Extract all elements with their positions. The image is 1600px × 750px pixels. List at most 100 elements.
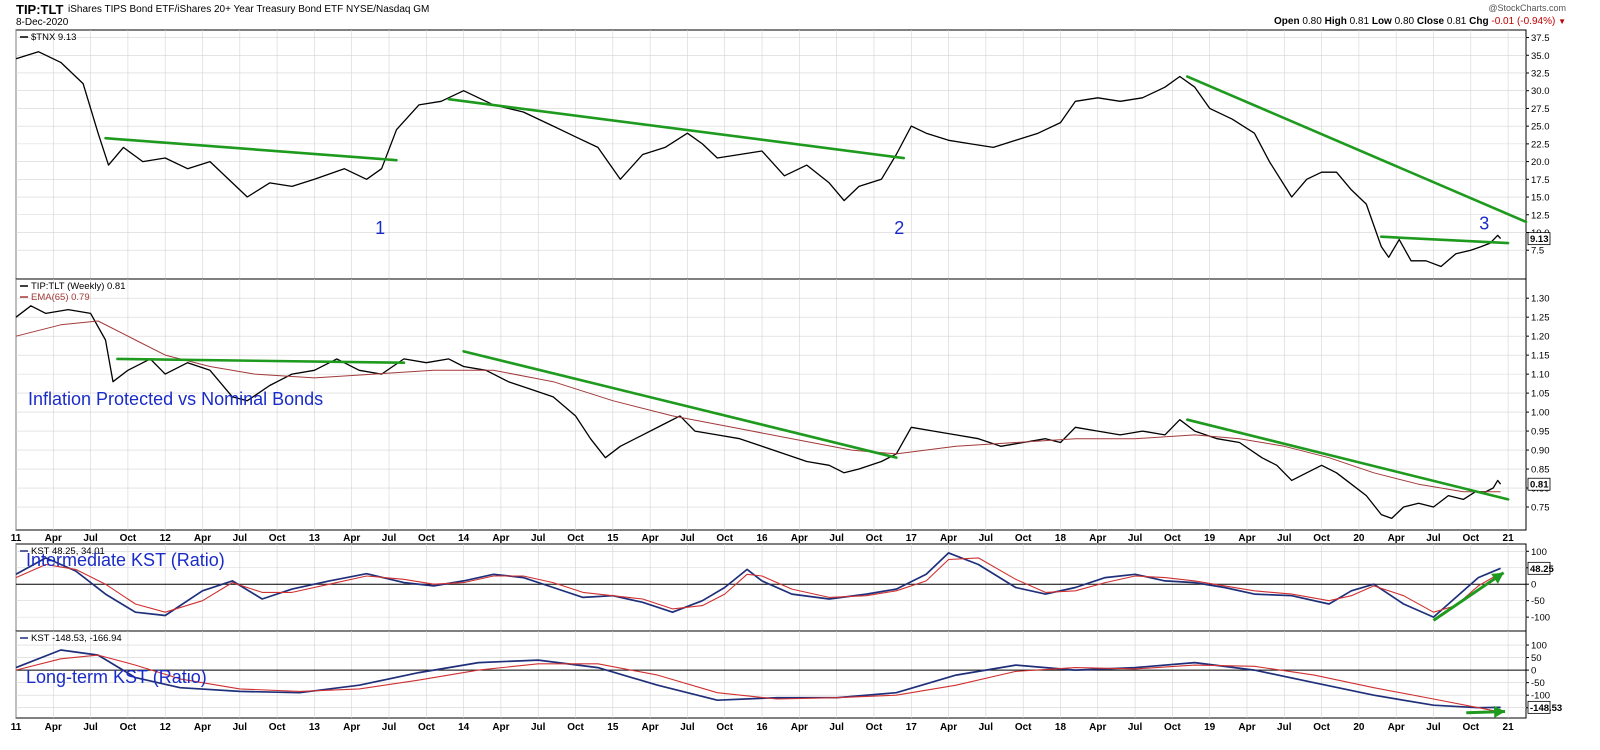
tnx-ytick-label: 37.5 [1531,33,1550,44]
xaxis-bottom-label: Jul [1128,722,1143,733]
ratio-trendline-2 [462,350,898,459]
xaxis-bottom-label: Oct [418,722,435,733]
tnx-trendline-4 [1379,235,1510,245]
symbol-description: iShares TIPS Bond ETF/iShares 20+ Year T… [68,4,430,15]
xaxis-mid-label: Oct [418,533,435,544]
kst-long-annotation: Long-term KST (Ratio) [26,667,207,687]
xaxis-mid-label: Oct [716,533,733,544]
xaxis-bottom-label: Oct [716,722,733,733]
xaxis-mid-label: 21 [1503,533,1515,544]
xaxis-bottom-label: Jul [233,722,248,733]
xaxis-mid-label: Oct [567,533,584,544]
tnx-ytick-label: 15.0 [1531,193,1550,204]
xaxis-bottom-label: Apr [791,722,808,733]
ratio-ytick-label: 1.00 [1531,408,1550,419]
xaxis-bottom-label: Apr [45,722,62,733]
xaxis-mid-label: Apr [492,533,509,544]
xaxis-mid-label: Oct [1164,533,1181,544]
xaxis-bottom-label: Jul [531,722,546,733]
xaxis-mid-label: Jul [1426,533,1441,544]
xaxis-mid-label: Jul [1277,533,1292,544]
xaxis-bottom-label: Apr [194,722,211,733]
xaxis-bottom-label: 12 [160,722,172,733]
kst-intermediate-legend: KST 48.25, 34.01 [31,546,105,557]
open-value: 0.80 [1302,16,1322,27]
watermark: @StockCharts.com [1488,3,1566,13]
kst-intermediate-ytick-label: -50 [1531,596,1545,607]
tnx-last-value-tag [1527,232,1551,246]
xaxis-mid-label: Jul [382,533,397,544]
xaxis-mid-label: Apr [1089,533,1106,544]
xaxis-mid-label: Apr [1388,533,1405,544]
tnx-panel-frame [15,29,1527,280]
kst-long-ytick-label: 0 [1531,666,1536,677]
xaxis-bottom-label: Oct [1462,722,1479,733]
kst-long-series-signal-line [15,654,1501,713]
xaxis-bottom-label: Oct [1015,722,1032,733]
xaxis-mid-label: Oct [1015,533,1032,544]
xaxis-mid-label: Apr [194,533,211,544]
xaxis-bottom-label: 19 [1204,722,1216,733]
ratio-ytick-label: 1.10 [1531,370,1550,381]
xaxis-mid-label: Jul [531,533,546,544]
kst-long-series-kst-line [15,649,1501,709]
tnx-trendline-1 [104,136,398,162]
ratio-trendline-3 [1185,418,1510,501]
tnx-ytick-label: 22.5 [1531,139,1550,150]
kst-long-panel-frame [15,630,1527,719]
xaxis-bottom-label: Apr [343,722,360,733]
ratio-ytick-label: 0.75 [1531,503,1550,514]
xaxis-bottom-label: 15 [607,722,619,733]
xaxis-bottom-label: Jul [83,722,98,733]
ratio-annotation: Inflation Protected vs Nominal Bonds [28,389,323,409]
xaxis-bottom-label: Apr [1089,722,1106,733]
xaxis-mid-label: 18 [1055,533,1067,544]
tnx-series-line-line [15,51,1502,268]
tnx-trendline-2 [447,97,906,160]
kst-intermediate-series-signal-line [15,557,1501,613]
xaxis-mid-label: Apr [343,533,360,544]
tnx-ytick-label: 32.5 [1531,68,1550,79]
xaxis-bottom-label: Jul [979,722,994,733]
kst-intermediate-panel-frame [15,543,1527,632]
xaxis-mid-label: Jul [680,533,695,544]
xaxis-mid-label: Apr [45,533,62,544]
kst-long-ytick-label: -100 [1531,691,1550,702]
xaxis-bottom-label: Apr [1388,722,1405,733]
kst-long-ytick-label: 100 [1531,641,1547,652]
xaxis-mid-label: 20 [1353,533,1365,544]
ratio-ytick-label: 0.85 [1531,465,1550,476]
xaxis-mid-label: 13 [309,533,321,544]
xaxis-bottom-label: Apr [642,722,659,733]
cycle-label-3: 3 [1479,214,1489,234]
ratio-ytick-label: 1.15 [1531,351,1550,362]
tnx-trendline-3 [1185,75,1528,224]
xaxis-bottom-label: Jul [382,722,397,733]
kst-long-ytick-label: -50 [1531,678,1545,689]
xaxis-mid-label: Oct [269,533,286,544]
xaxis-bottom-label: Apr [1238,722,1255,733]
tnx-ytick-label: 30.0 [1531,86,1550,97]
kst-intermediate-series-kst-line [15,552,1501,618]
ratio-ytick-label: 1.30 [1531,294,1550,305]
xaxis-mid-label: Oct [1313,533,1330,544]
high-value: 0.81 [1349,16,1370,27]
open-label: Open [1274,16,1300,27]
ratio-legend: TIP:TLT (Weekly) 0.81 [31,281,126,292]
xaxis-bottom-label: 17 [906,722,918,733]
xaxis-mid-label: Jul [829,533,844,544]
xaxis-bottom-label: 18 [1055,722,1067,733]
tnx-ytick-label: 17.5 [1531,175,1550,186]
xaxis-bottom-label: 11 [11,722,22,733]
xaxis-mid-label: 19 [1204,533,1216,544]
ratio-ytick-label: 1.05 [1531,389,1550,400]
xaxis-bottom-label: 20 [1353,722,1365,733]
kst-intermediate-arrow-line [1432,571,1505,622]
xaxis-bottom-label: Jul [829,722,844,733]
xaxis-bottom-label: Oct [1313,722,1330,733]
xaxis-bottom-label: Apr [492,722,509,733]
xaxis-bottom-label: 21 [1503,722,1515,733]
xaxis-bottom-label: Apr [940,722,957,733]
xaxis-mid-label: 17 [906,533,918,544]
symbol-title: TIP:TLT [16,2,64,17]
